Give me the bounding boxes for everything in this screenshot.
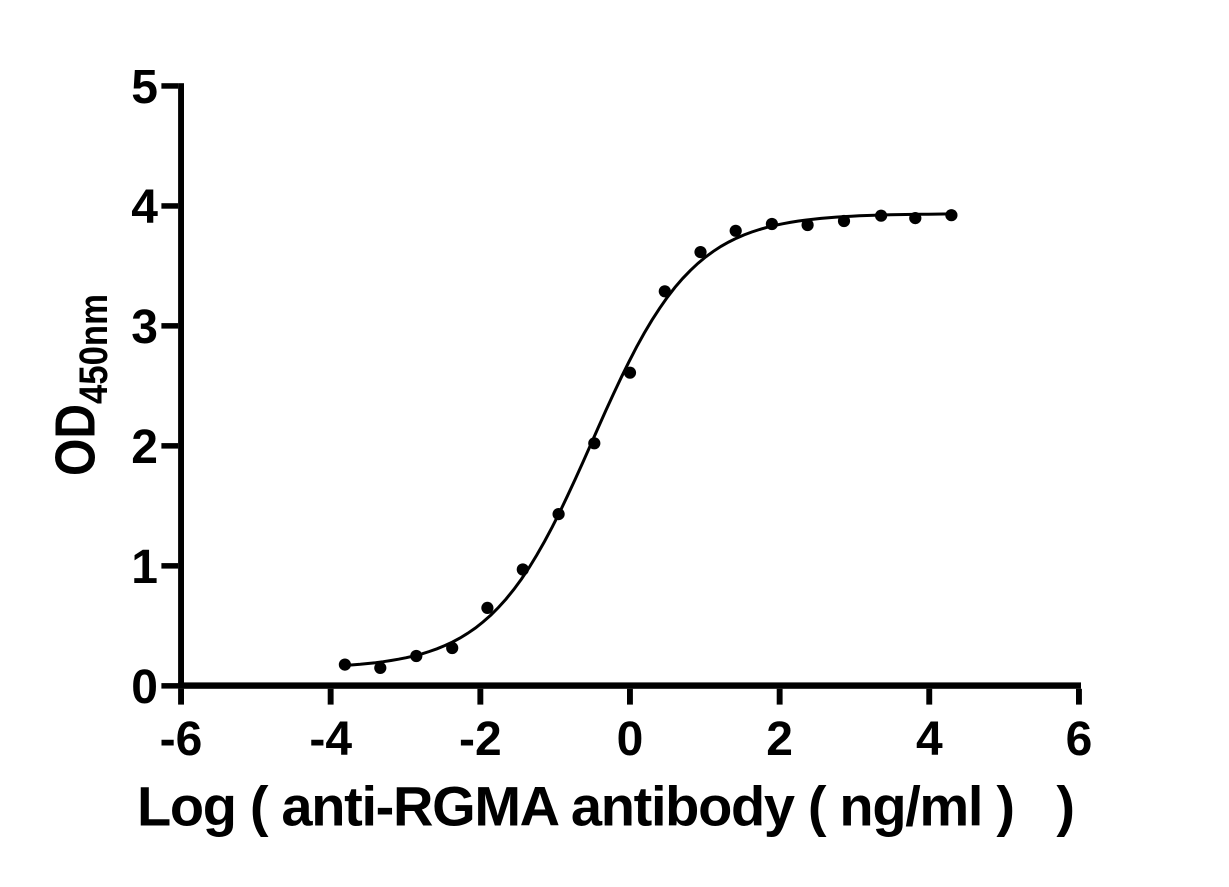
svg-text:3: 3 (131, 301, 158, 354)
svg-text:5: 5 (131, 61, 158, 114)
svg-text:0: 0 (131, 661, 158, 714)
svg-text:450nm: 450nm (72, 294, 116, 404)
svg-text:2: 2 (766, 713, 793, 766)
svg-text:-6: -6 (160, 713, 203, 766)
svg-text:2: 2 (131, 421, 158, 474)
svg-text:1: 1 (131, 541, 158, 594)
svg-text:0: 0 (617, 713, 644, 766)
svg-text:Log ( anti-RGMA antibody ( ng/: Log ( anti-RGMA antibody ( ng/ml ) ) (137, 775, 1075, 838)
svg-text:OD: OD (44, 404, 108, 476)
svg-text:-4: -4 (309, 713, 352, 766)
svg-text:4: 4 (916, 713, 943, 766)
svg-text:-2: -2 (459, 713, 502, 766)
svg-text:4: 4 (131, 181, 158, 234)
svg-text:6: 6 (1066, 713, 1093, 766)
